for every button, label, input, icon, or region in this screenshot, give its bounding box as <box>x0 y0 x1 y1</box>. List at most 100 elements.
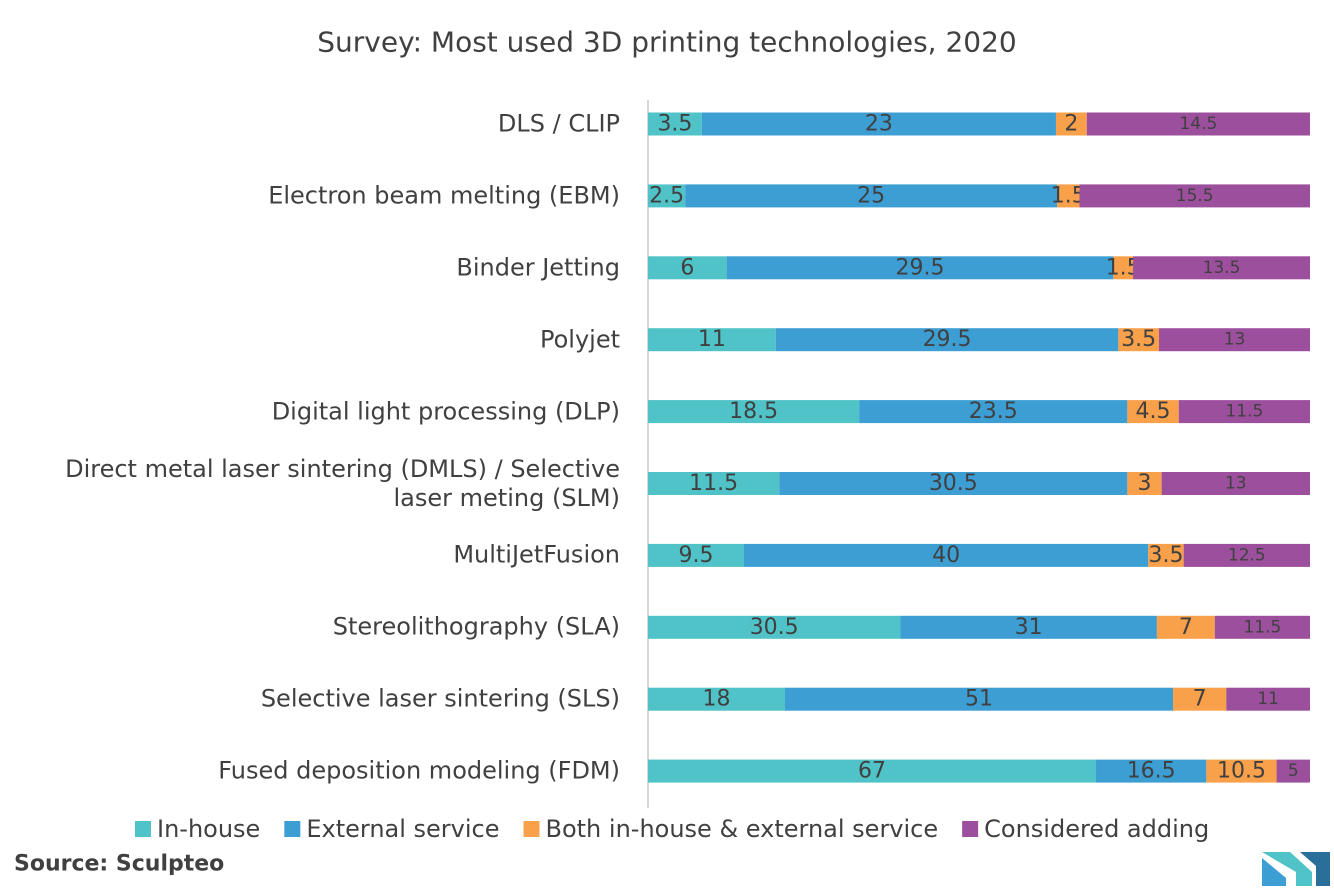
data-label: 15.5 <box>1176 186 1214 206</box>
legend-label: Considered adding <box>984 815 1209 843</box>
bar-segment <box>1079 184 1310 208</box>
bar-segment <box>1057 184 1080 208</box>
category-label: DLS / CLIP <box>497 109 620 138</box>
bar-segment <box>1183 543 1310 567</box>
bar-segment <box>1226 687 1310 711</box>
category-label: Fused deposition modeling (FDM) <box>218 756 620 785</box>
bar-segment <box>648 472 780 495</box>
bar-segment <box>1118 328 1160 352</box>
data-label: 11.5 <box>1225 402 1263 422</box>
data-label: 23 <box>865 112 893 137</box>
bar-segment <box>648 112 702 136</box>
data-label: 9.5 <box>679 543 714 568</box>
bar-segment <box>648 256 727 280</box>
source: Source: Sculpteo <box>14 852 224 877</box>
data-label: 7 <box>1193 687 1207 712</box>
bar-segment <box>1156 615 1215 639</box>
logo-shape <box>1300 852 1330 886</box>
bar-segment <box>648 400 860 424</box>
legend-label: Both in-house & external service <box>546 815 939 843</box>
data-label: 18 <box>702 687 730 712</box>
category-label: Polyjet <box>539 325 620 354</box>
bar-segment <box>648 615 901 639</box>
legend-swatch <box>284 821 301 837</box>
category-label: MultiJetFusion <box>453 540 620 569</box>
bar-segment <box>1096 759 1207 783</box>
bar-segment <box>1178 400 1310 424</box>
bar-segment <box>648 687 785 711</box>
category-label: Direct metal laser sintering (DMLS) / Se… <box>65 454 620 512</box>
data-label: 13 <box>1225 474 1247 494</box>
data-label: 31 <box>1015 615 1043 640</box>
data-label: 29.5 <box>896 255 945 280</box>
legend-swatch <box>523 821 540 837</box>
data-label: 14.5 <box>1179 114 1217 134</box>
bar-segment <box>1276 759 1310 783</box>
bar-segment <box>1159 328 1310 352</box>
data-label: 16.5 <box>1127 759 1176 784</box>
data-label: 29.5 <box>923 327 972 352</box>
legend-label: External service <box>306 815 499 843</box>
data-label: 3.5 <box>1148 543 1183 568</box>
bar-segment <box>648 328 776 352</box>
category-label: Digital light processing (DLP) <box>271 397 620 426</box>
data-label: 51 <box>965 687 993 712</box>
bar-segment <box>900 615 1157 639</box>
bar-segment <box>784 687 1174 711</box>
bar-segment <box>648 759 1097 783</box>
legend-swatch <box>135 821 151 837</box>
bar-segment <box>685 184 1058 208</box>
bar-segment <box>1113 256 1134 280</box>
data-label: 67 <box>858 759 886 784</box>
data-label: 12.5 <box>1228 545 1266 565</box>
data-label: 30.5 <box>929 471 978 496</box>
bar-segment <box>1133 256 1310 280</box>
bar-segment <box>1161 472 1310 495</box>
data-label: 10.5 <box>1217 759 1266 784</box>
data-label: 11.5 <box>689 471 738 496</box>
data-label: 3 <box>1138 471 1152 496</box>
data-label: 11.5 <box>1243 617 1281 637</box>
bar-segment <box>1206 759 1277 783</box>
data-label: 11 <box>1257 689 1279 709</box>
data-label: 2.5 <box>649 183 684 208</box>
logo-shape <box>1262 852 1312 886</box>
data-label: 2 <box>1064 112 1078 137</box>
data-label: 3.5 <box>1121 327 1156 352</box>
legend-swatch <box>962 821 979 837</box>
legend-label: In-house <box>157 815 260 843</box>
bar-segment <box>1148 543 1184 567</box>
bar-segment <box>775 328 1119 352</box>
bar-segment <box>1127 400 1179 424</box>
data-label: 13.5 <box>1203 258 1241 278</box>
data-label: 25 <box>857 183 885 208</box>
category-label: Selective laser sintering (SLS) <box>260 684 620 713</box>
bar-segment <box>1055 112 1087 136</box>
data-label: 11 <box>698 327 726 352</box>
data-label: 30.5 <box>750 615 799 640</box>
category-label: Electron beam melting (EBM) <box>268 181 620 210</box>
logo-shape <box>1262 858 1286 886</box>
data-label: 13 <box>1224 330 1246 350</box>
bar-segment <box>1173 687 1227 711</box>
data-label: 4.5 <box>1136 399 1171 424</box>
bar-segment <box>648 543 745 567</box>
bar-segment <box>648 184 686 208</box>
bar-segment <box>726 256 1114 280</box>
data-label: 40 <box>932 543 960 568</box>
data-label: 18.5 <box>729 399 778 424</box>
bar-segment <box>701 112 1056 136</box>
data-label: 23.5 <box>969 399 1018 424</box>
chart-title: Survey: Most used 3D printing technologi… <box>317 26 1017 59</box>
category-label: Stereolithography (SLA) <box>332 612 620 641</box>
bar-segment <box>1086 112 1310 136</box>
logo <box>1262 852 1330 886</box>
category-label: Binder Jetting <box>456 253 620 282</box>
data-label: 6 <box>680 255 694 280</box>
bar-segment <box>859 400 1128 424</box>
bar-segment <box>1127 472 1162 495</box>
data-label: 7 <box>1179 615 1193 640</box>
data-label: 5 <box>1288 761 1299 781</box>
